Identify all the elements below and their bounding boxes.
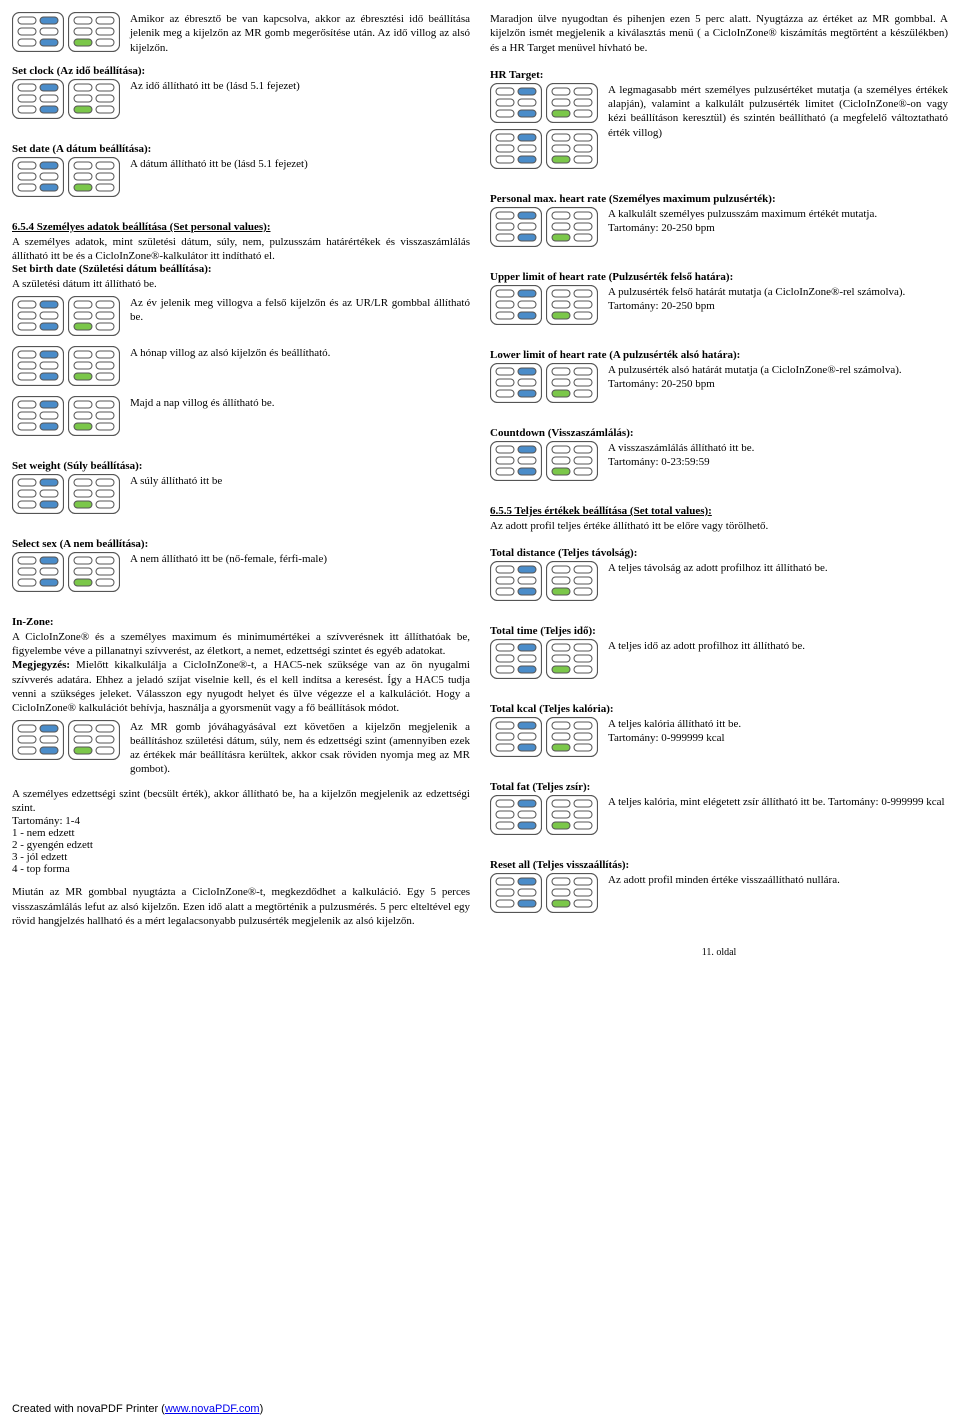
set-weight-title: Set weight (Súly beállítása): (12, 460, 470, 472)
in-zone-p4: A személyes edzettségi szint (becsült ér… (12, 787, 470, 816)
personal-max-range: Tartomány: 20-250 bpm (608, 222, 715, 234)
year-text: Az év jelenik meg villogva a felső kijel… (130, 296, 470, 325)
set-date-title: Set date (A dátum beállítása): (12, 143, 470, 155)
select-sex-text: A nem állítható itt be (nő-female, férfi… (130, 552, 470, 566)
in-zone-note: Megjegyzés: Mielőtt kikalkulálja a Ciclo… (12, 658, 470, 715)
countdown-title: Countdown (Visszaszámlálás): (490, 427, 948, 439)
personal-max-text: A kalkulált személyes pulzusszám maximum… (608, 208, 877, 220)
countdown-range: Tartomány: 0-23:59:59 (608, 456, 710, 468)
device-icons (490, 363, 598, 403)
in-zone-range: Tartomány: 1-4 (12, 815, 470, 827)
device-icons (490, 873, 598, 913)
total-kcal-text: A teljes kalória állítható itt be. (608, 718, 741, 730)
device-icons (12, 296, 120, 336)
set-clock-text: Az idő állítható itt be (lásd 5.1 fejeze… (130, 79, 470, 93)
lower-limit-text: A pulzusérték alsó határát mutatja (a Ci… (608, 364, 902, 376)
total-distance-title: Total distance (Teljes távolság): (490, 547, 948, 559)
device-icons (490, 717, 598, 757)
total-kcal-range: Tartomány: 0-999999 kcal (608, 732, 725, 744)
day-text: Majd a nap villog és állítható be. (130, 396, 470, 410)
device-icons (490, 795, 598, 835)
birth-date-line: A születési dátum itt állítható be. (12, 277, 470, 291)
device-icons (490, 561, 598, 601)
birth-date-title: Set birth date (Születési dátum beállítá… (12, 263, 470, 275)
intro-text: Amikor az ébresztő be van kapcsolva, akk… (130, 12, 470, 55)
pdf-footer: Created with novaPDF Printer (www.novaPD… (12, 1403, 263, 1415)
fitness-level-2: 2 - gyengén edzett (12, 839, 470, 851)
total-fat-text: A teljes kalória, mint elégetett zsír ál… (608, 795, 948, 809)
in-zone-p5: Miután az MR gombbal nyugtázta a CicloIn… (12, 885, 470, 928)
reset-all-text: Az adott profil minden értéke visszaállí… (608, 873, 948, 887)
lower-limit-range: Tartomány: 20-250 bpm (608, 378, 715, 390)
fitness-level-4: 4 - top forma (12, 863, 470, 875)
device-icons (12, 396, 120, 436)
select-sex-title: Select sex (A nem beállítása): (12, 538, 470, 550)
device-icons (12, 474, 120, 514)
device-icons (490, 441, 598, 481)
countdown-text: A visszaszámlálás állítható itt be. (608, 442, 754, 454)
page-number: 11. oldal (490, 947, 948, 958)
reset-all-title: Reset all (Teljes visszaállítás): (490, 859, 948, 871)
total-time-text: A teljes idő az adott profilhoz itt állí… (608, 639, 948, 653)
section-654-title: 6.5.4 Személyes adatok beállítása (Set p… (12, 221, 470, 233)
device-icons (12, 157, 120, 197)
lower-limit-title: Lower limit of heart rate (A pulzusérték… (490, 349, 948, 361)
device-icons (490, 207, 598, 247)
total-fat-title: Total fat (Teljes zsír): (490, 781, 948, 793)
section-655-title: 6.5.5 Teljes értékek beállítása (Set tot… (490, 505, 948, 517)
personal-max-title: Personal max. heart rate (Személyes maxi… (490, 193, 948, 205)
device-icons (12, 552, 120, 592)
upper-limit-range: Tartomány: 20-250 bpm (608, 300, 715, 312)
in-zone-title: In-Zone: (12, 616, 470, 628)
device-icons (12, 79, 120, 119)
section-655-text: Az adott profil teljes értéke állítható … (490, 519, 948, 533)
device-icons (490, 639, 598, 679)
note-label: Megjegyzés: (12, 659, 70, 671)
month-text: A hónap villog az alsó kijelzőn és beáll… (130, 346, 470, 360)
set-weight-text: A súly állítható itt be (130, 474, 470, 488)
device-icons (490, 285, 598, 325)
device-icons (12, 720, 120, 760)
right-intro: Maradjon ülve nyugodtan és pihenjen ezen… (490, 12, 948, 55)
in-zone-p2: Mielőtt kikalkulálja a CicloInZone®-t, a… (12, 659, 470, 714)
device-icons (12, 346, 120, 386)
fitness-level-1: 1 - nem edzett (12, 827, 470, 839)
in-zone-p3: Az MR gomb jóváhagyásával ezt követően a… (130, 720, 470, 777)
set-date-text: A dátum állítható itt be (lásd 5.1 fejez… (130, 157, 470, 171)
hr-target-text: A legmagasabb mért személyes pulzusérték… (608, 83, 948, 140)
footer-link[interactable]: www.novaPDF.com (165, 1403, 260, 1415)
total-kcal-title: Total kcal (Teljes kalória): (490, 703, 948, 715)
hr-target-title: HR Target: (490, 69, 948, 81)
total-distance-text: A teljes távolság az adott profilhoz itt… (608, 561, 948, 575)
footer-prefix: Created with novaPDF Printer ( (12, 1403, 165, 1415)
upper-limit-title: Upper limit of heart rate (Pulzusérték f… (490, 271, 948, 283)
footer-suffix: ) (260, 1403, 264, 1415)
fitness-level-3: 3 - jól edzett (12, 851, 470, 863)
device-icons (12, 12, 120, 52)
device-icons (490, 83, 598, 169)
section-654-intro: A személyes adatok, mint születési dátum… (12, 235, 470, 264)
total-time-title: Total time (Teljes idő): (490, 625, 948, 637)
set-clock-title: Set clock (Az idő beállítása): (12, 65, 470, 77)
in-zone-p1: A CicloInZone® és a személyes maximum és… (12, 630, 470, 659)
upper-limit-text: A pulzusérték felső határát mutatja (a C… (608, 286, 905, 298)
